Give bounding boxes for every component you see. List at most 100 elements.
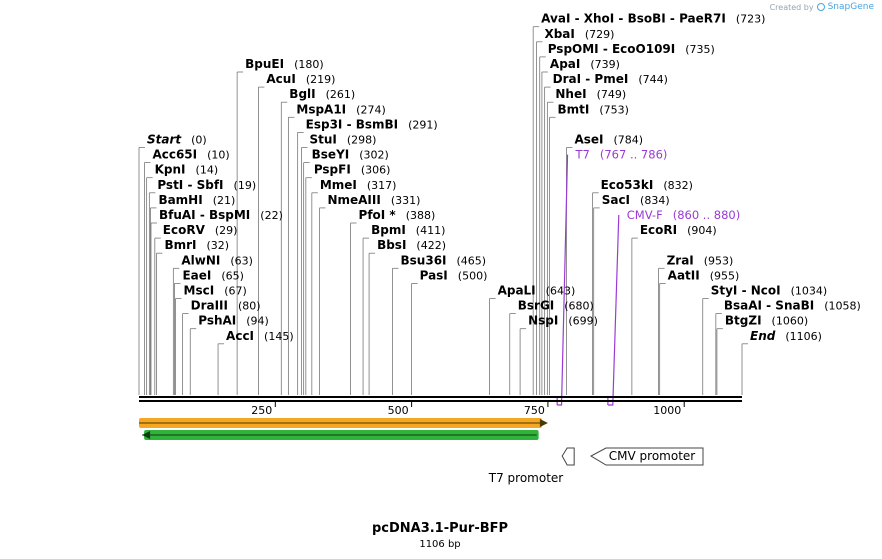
site-position-label: (784) [613,134,643,147]
site-name-label: ZraI [667,253,694,267]
site-name-label: StyI - NcoI [711,284,781,298]
site-position-label: (643) [546,285,576,298]
site-position-label: (0) [191,134,207,147]
site-name-label: AseI [574,133,603,147]
backbone-bottom-strand [139,400,742,402]
brand-created-by: Created by [769,2,814,12]
site-name-label: BmtI [558,102,590,116]
site-name-label: BamHI [158,193,202,207]
site-position-label: (67) [224,285,247,298]
site-name-label: NspI [528,314,558,328]
site-position-label: (10) [207,149,230,162]
site-position-label: (680) [564,300,594,313]
site-position-label: (32) [206,239,229,252]
site-position-label: (306) [361,164,391,177]
site-position-label: (1034) [791,285,828,298]
site-position-label: (411) [416,224,446,237]
site-name-label: DraI - PmeI [553,72,629,86]
site-name-label: PspOMI - EcoO109I [548,42,676,56]
site-name-label: DraIII [191,299,228,313]
map-title: pcDNA3.1-Pur-BFP [372,521,508,536]
site-name-label: BpmI [371,223,406,237]
site-name-label: BsaAI - SnaBI [724,299,814,313]
snapgene-logo-icon [816,3,825,11]
site-position-label: (735) [685,43,715,56]
feature-tracks: T7 promoter CMV promoter [139,418,704,485]
site-position-label: (832) [663,179,693,192]
site-name-label: KpnI [155,163,186,177]
site-position-label: (261) [326,88,356,101]
primer-annotations: T7 (767 .. 786) CMV-F (860 .. 880) [556,148,741,406]
site-name-label: AccI [226,329,254,343]
site-position-label: (729) [585,28,615,41]
site-name-label: EaeI [182,268,211,282]
site-position-label: (80) [238,300,261,313]
site-position-label: (145) [264,330,294,343]
site-name-label: MscI [184,284,215,298]
site-position-label: (180) [294,58,324,71]
site-position-label: (22) [260,209,283,222]
site-name-label: PfoI * [359,208,397,222]
site-position-label: (465) [457,254,487,267]
site-name-label: AcuI [266,72,295,86]
primer-range-label: (860 .. 880) [673,208,741,222]
site-position-label: (14) [196,164,219,177]
site-position-label: (699) [568,315,598,328]
site-name-label: Acc65I [152,148,197,162]
site-position-label: (744) [638,73,668,86]
site-name-label: BpuEI [245,57,284,71]
site-name-label: AlwNI [181,253,220,267]
snapgene-brand: Created by SnapGene [770,2,874,12]
site-name-label: BtgZI [725,314,762,328]
backbone-top-strand [139,396,742,398]
site-position-label: (94) [246,315,269,328]
t7-promoter-arrow [561,447,575,466]
primer-bracket [557,154,569,406]
site-position-label: (1106) [785,330,822,343]
map-length: 1106 bp [419,539,460,550]
site-name-label: BglI [289,87,315,101]
site-position-label: (1060) [772,315,809,328]
site-position-label: (955) [710,269,740,282]
site-name-label: BseYI [312,148,350,162]
site-position-label: (422) [416,239,446,252]
cmv-promoter-arrow [589,447,704,466]
site-position-label: (21) [213,194,236,207]
site-position-label: (953) [704,254,734,267]
site-name-label: XbaI [544,27,574,41]
site-name-label: BsrGI [518,299,555,313]
site-name-label: AvaI - XhoI - BsoBI - PaeR7I [541,12,726,26]
sequence-backbone [139,396,742,402]
bfp-feature-arrowhead [142,431,151,439]
site-position-label: (19) [234,179,257,192]
primer-name-label: CMV-F [627,208,663,222]
site-position-label: (904) [687,224,717,237]
site-name-label: Start [147,133,182,147]
site-name-label: ApaI [550,57,580,71]
site-name-label: ApaLI [498,284,536,298]
site-name-label: EcoRV [163,223,206,237]
site-labels: BpuEI (180)AcuI (219)BglI (261)MspA1I (274)E… [147,12,861,343]
site-name-label: MmeI [320,178,357,192]
brand-app-name: SnapGene [827,2,874,12]
site-name-label: AatII [668,268,700,282]
site-name-label: PshAI [198,314,236,328]
site-position-label: (1058) [824,300,861,313]
site-name-label: BfuAI - BspMI [159,208,250,222]
site-position-label: (317) [367,179,397,192]
site-position-label: (298) [347,134,377,147]
site-position-label: (29) [215,224,238,237]
ruler-ticks: 250 500 750 1000 [251,402,685,417]
site-position-label: (753) [599,103,629,116]
site-name-label: BmrI [164,238,196,252]
site-name-label: Eco53kI [601,178,654,192]
site-name-label: PasI [420,268,448,282]
site-name-label: PstI - SbfI [157,178,223,192]
site-name-label: NmeAIII [327,193,380,207]
site-position-label: (500) [458,269,488,282]
site-name-label: MspA1I [296,102,346,116]
site-name-label: Bsu36I [401,253,447,267]
primer-name-label: T7 [575,148,590,162]
site-position-label: (274) [356,103,386,116]
